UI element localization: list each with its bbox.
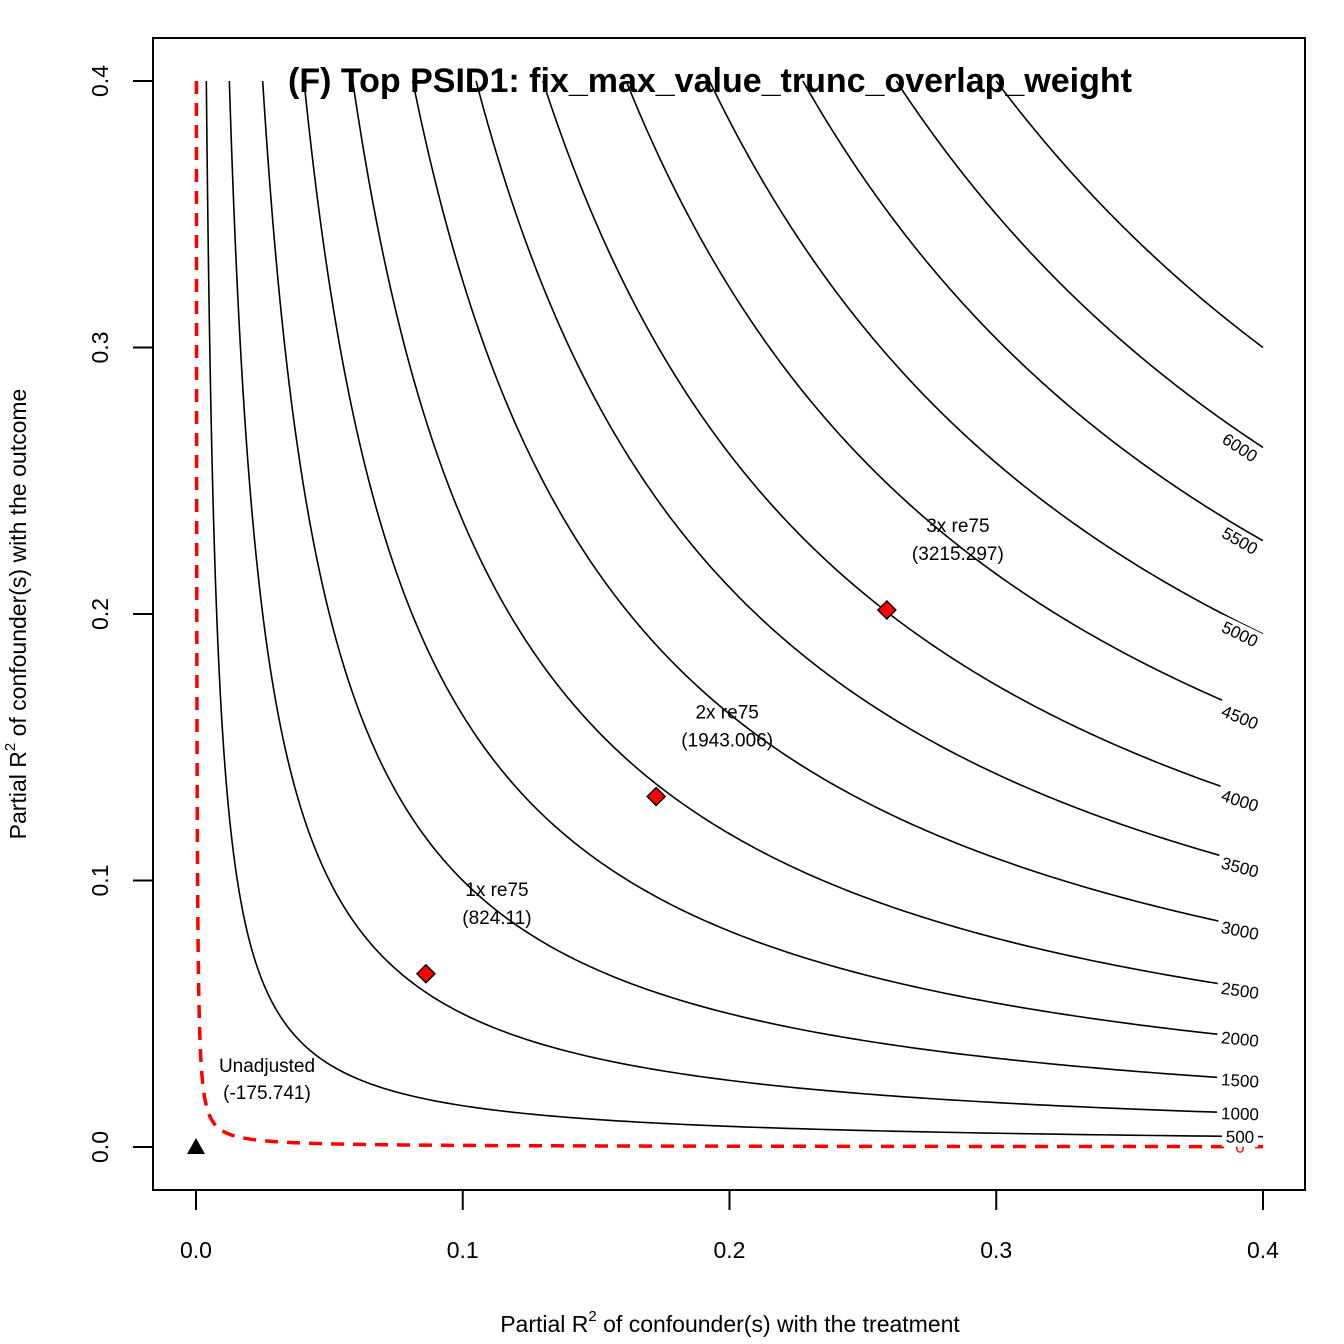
contour-line-3000 xyxy=(411,80,1264,932)
contour-label-bg xyxy=(1215,426,1265,469)
contour-label-bg xyxy=(1216,1068,1264,1092)
contour-line-3500 xyxy=(475,80,1264,868)
contour-label-group: 1000 xyxy=(1216,1102,1264,1125)
contour-line-1500 xyxy=(261,80,1264,1082)
contour-label-bg xyxy=(1214,615,1266,653)
contour-label-group: 1500 xyxy=(1216,1068,1264,1092)
benchmark-marker xyxy=(876,600,897,620)
contour-label: 1000 xyxy=(1221,1104,1259,1124)
benchmark-label: 3x re75 xyxy=(926,516,989,537)
contour-label: 1500 xyxy=(1221,1070,1260,1091)
x-axis: 0.0 0.1 0.2 0.3 0.4 xyxy=(180,1189,1279,1263)
x-tick-label: 0.0 xyxy=(180,1237,212,1263)
benchmark-label: 1x re75 xyxy=(465,880,528,901)
x-tick-label: 0.2 xyxy=(714,1237,746,1263)
benchmark-value: (1943.006) xyxy=(681,731,773,752)
contour-line-extra xyxy=(995,80,1264,349)
y-axis-label-main: Partial R xyxy=(5,751,31,839)
unadjusted-value: (-175.741) xyxy=(223,1083,311,1104)
contour-label-bg xyxy=(1215,851,1265,883)
contour-label: 0 xyxy=(1235,1138,1244,1157)
contour-line-2500 xyxy=(351,80,1264,992)
contour-label-bg xyxy=(1221,1126,1259,1147)
y-axis: 0.0 0.1 0.2 0.3 0.4 xyxy=(87,65,154,1163)
unadjusted-label: Unadjusted xyxy=(219,1056,315,1077)
contour-label: 2000 xyxy=(1220,1028,1260,1051)
y-axis-label-sup: 2 xyxy=(2,743,19,751)
chart-title: (F) Top PSID1: fix_max_value_trunc_overl… xyxy=(288,62,1132,100)
contour-label-bg xyxy=(1216,1102,1264,1125)
benchmark-value: (3215.297) xyxy=(912,544,1004,565)
contour-label: 500 xyxy=(1226,1128,1255,1147)
y-axis-label-rest: of confounder(s) with the outcome xyxy=(5,389,31,743)
y-tick-label: 0.0 xyxy=(87,1131,113,1163)
contour-line-5000 xyxy=(708,80,1264,635)
contour-label-bg xyxy=(1216,1026,1264,1052)
x-tick-label: 0.1 xyxy=(447,1237,479,1263)
y-tick-label: 0.4 xyxy=(87,65,113,97)
contour-label-bg xyxy=(1215,916,1265,945)
y-tick-label: 0.1 xyxy=(87,865,113,897)
benchmark-marker xyxy=(415,963,436,984)
x-axis-label: Partial R2 of confounder(s) with the tre… xyxy=(500,1308,960,1337)
contour-label-bg xyxy=(1214,699,1266,736)
unadjusted-marker xyxy=(187,1138,205,1154)
x-tick-label: 0.3 xyxy=(980,1237,1012,1263)
x-axis-label-rest: of confounder(s) with the treatment xyxy=(597,1311,961,1337)
contour-line-4000 xyxy=(542,80,1264,802)
x-axis-label-sup: 2 xyxy=(588,1308,596,1325)
contour-lines xyxy=(194,80,1264,1149)
benchmark-value: (824.11) xyxy=(462,908,531,929)
contour-label-bg xyxy=(1215,783,1265,818)
contour-line-5500 xyxy=(802,80,1264,542)
benchmark-points: Unadjusted (-175.741) 1x re75 (824.11) 2x re… xyxy=(187,516,1004,1154)
benchmark-label: 2x re75 xyxy=(695,703,758,724)
contour-line-2000 xyxy=(303,80,1264,1040)
y-tick-label: 0.2 xyxy=(87,598,113,630)
benchmark-marker xyxy=(646,786,667,807)
y-axis-label: Partial R2 of confounder(s) with the out… xyxy=(2,389,31,840)
contour-label-group: 2000 xyxy=(1216,1026,1264,1052)
contour-label-group: 500 xyxy=(1221,1126,1259,1147)
contour-labels: 0500100015002000250030003500400045005000… xyxy=(1214,426,1266,1157)
contour-label-group: 2500 xyxy=(1215,977,1265,1004)
contour-line-4500 xyxy=(625,80,1264,719)
y-tick-label: 0.3 xyxy=(87,332,113,364)
contour-label-bg xyxy=(1215,977,1265,1004)
x-axis-label-main: Partial R xyxy=(500,1311,588,1337)
contour-label-bg xyxy=(1215,520,1265,561)
contour-line-6000 xyxy=(895,80,1264,449)
x-tick-label: 0.4 xyxy=(1247,1237,1279,1263)
contour-line-1000 xyxy=(228,80,1264,1115)
contour-line-500 xyxy=(205,80,1264,1138)
contour-line-0 xyxy=(194,80,1264,1149)
